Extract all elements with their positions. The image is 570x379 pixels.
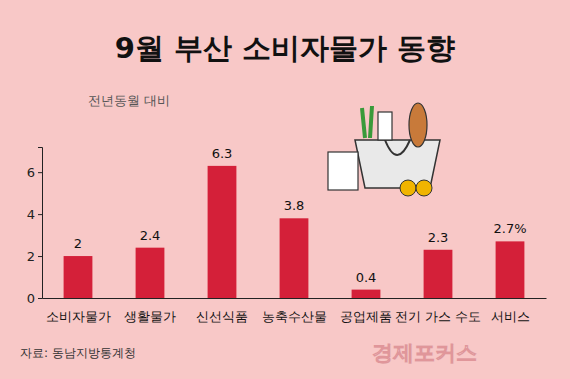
x-axis-line	[43, 298, 547, 299]
x-tick: 농축수산물	[262, 298, 327, 324]
y-axis-line	[38, 148, 43, 299]
x-tick-label: 신선식품	[196, 309, 248, 324]
y-tick: 0	[27, 291, 42, 306]
y-tick: 6	[27, 165, 42, 180]
title: 9월 부산 소비자물가 동향	[115, 31, 455, 65]
x-tick-label: 공업제품	[340, 309, 392, 324]
background	[0, 0, 570, 379]
bar	[136, 248, 165, 298]
leaf	[362, 106, 372, 138]
y-tick-label: 6	[27, 165, 35, 180]
x-tick: 서비스	[491, 298, 530, 324]
bar	[496, 241, 525, 298]
x-tick-label: 소비자물가	[46, 309, 111, 324]
y-tick: 2	[27, 249, 42, 264]
data-label: 2.3	[428, 230, 449, 245]
bag-icon	[328, 103, 440, 196]
coin	[400, 180, 416, 196]
bar	[64, 256, 93, 298]
y-tick-mark	[38, 298, 42, 299]
receipt	[328, 152, 358, 190]
x-tick-label: 서비스	[491, 309, 530, 324]
subtitle: 전년동월 대비	[88, 93, 170, 108]
data-label: 3.8	[284, 198, 305, 213]
bar	[208, 166, 237, 298]
x-tick: 신선식품	[196, 298, 248, 324]
x-tick: 전기 가스 수도	[395, 298, 481, 324]
data-label: 2.7%	[493, 221, 526, 236]
x-tick-label: 농축수산물	[262, 309, 327, 324]
bars	[64, 166, 525, 298]
y-tick-mark	[38, 172, 42, 173]
data-label: 2.4	[140, 228, 161, 243]
y-axis: 0 2 4 6	[27, 148, 43, 306]
bar	[424, 250, 453, 298]
y-tick: 4	[27, 207, 42, 222]
x-tick-label: 전기 가스 수도	[395, 309, 481, 324]
data-label: 2	[74, 236, 82, 251]
y-tick-label: 4	[27, 207, 35, 222]
data-label: 6.3	[212, 146, 233, 161]
bread	[409, 103, 427, 147]
x-axis: 소비자물가 생활물가 신선식품 농축수산물 공업제품전기 가스 수도 서비스	[43, 298, 547, 324]
bar	[352, 290, 381, 298]
y-tick-mark	[38, 256, 42, 257]
y-tick-label: 0	[27, 291, 35, 306]
milk	[378, 112, 392, 140]
bag-handle	[385, 140, 410, 155]
data-labels: 2 2.4 6.3 3.8 0.4 2.3 2.7%	[74, 146, 527, 285]
chart: 9월 부산 소비자물가 동향전년동월 대비 0 2 4 6 소비자물가 생활물가 신선식품 농축…	[0, 0, 570, 379]
data-label: 0.4	[356, 270, 377, 285]
bar	[280, 218, 309, 298]
y-tick-mark	[38, 214, 42, 215]
x-tick-label: 생활물가	[124, 309, 176, 324]
x-tick: 소비자물가	[46, 298, 111, 324]
logo: 경제포커스	[372, 341, 477, 365]
coin	[416, 180, 432, 196]
x-tick: 생활물가	[124, 298, 176, 324]
x-tick: 공업제품	[340, 298, 392, 324]
y-tick-label: 2	[27, 249, 35, 264]
source: 자료: 동남지방통계청	[20, 346, 136, 360]
